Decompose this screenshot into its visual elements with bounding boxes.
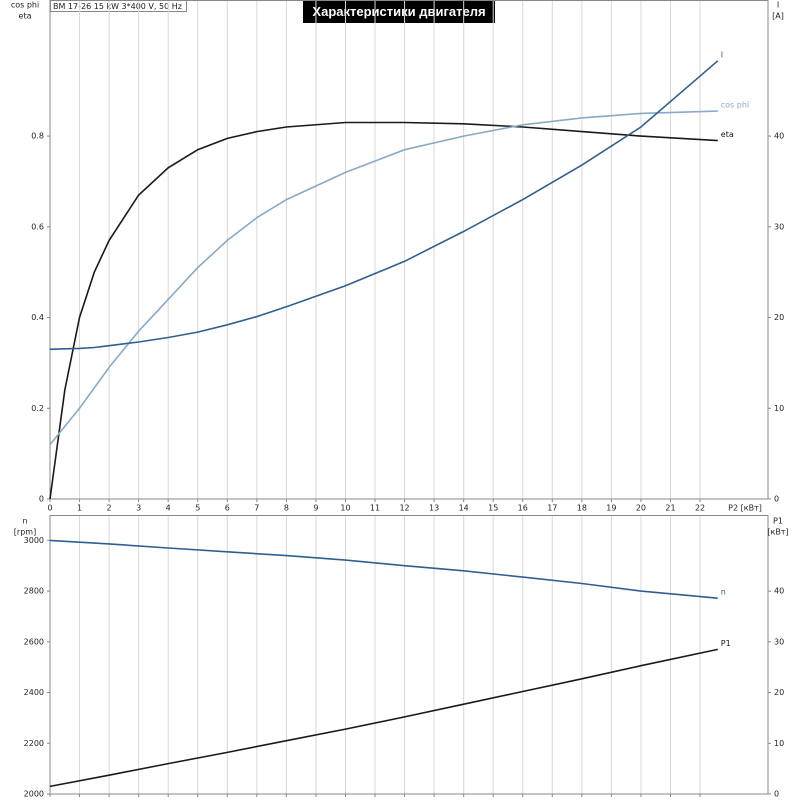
x-tick-label: 22	[695, 504, 705, 513]
series-line	[49, 110, 718, 446]
x-tick-label: 17	[547, 504, 557, 513]
y-tick-label: 2800	[24, 587, 44, 596]
title-box	[303, 1, 495, 23]
x-tick-label: 20	[636, 504, 646, 513]
y2-tick-label: 30	[774, 637, 784, 646]
x-tick-label: 4	[166, 504, 171, 513]
x-tick-label: 7	[254, 504, 259, 513]
x-tick-label: 5	[195, 504, 200, 513]
y-axis-label: [rpm]	[14, 528, 36, 537]
plot-frame	[49, 515, 769, 795]
y-axis-label: eta	[19, 12, 32, 21]
x-tick-label: 15	[488, 504, 498, 513]
y2-tick-label: 40	[774, 587, 784, 596]
y-tick-label: 2400	[24, 688, 44, 697]
y-tick-label: 0.2	[31, 404, 44, 413]
y-tick-label: 3000	[24, 536, 44, 545]
y-tick-label: 2200	[24, 739, 44, 748]
chart-title: Характеристики двигателя	[312, 4, 485, 19]
x-tick-label: 2	[107, 504, 112, 513]
plot-frame	[49, 0, 769, 500]
y-tick-label: 2600	[24, 637, 44, 646]
series-line	[49, 60, 719, 351]
y2-tick-label: 10	[774, 404, 784, 413]
x-tick-label: 1	[77, 504, 82, 513]
series-line	[49, 121, 718, 500]
series-line	[49, 539, 718, 599]
x-tick-label: 19	[606, 504, 616, 513]
y-axis-label: cos phi	[11, 1, 39, 10]
series-label: cos phi	[721, 101, 749, 110]
x-tick-label: 12	[399, 504, 409, 513]
y-axis-label: n	[22, 517, 27, 526]
y2-tick-label: 20	[774, 313, 784, 322]
y2-tick-label: 20	[774, 688, 784, 697]
x-axis-label: P2 [кВт]	[728, 504, 762, 513]
x-tick-label: 13	[429, 504, 439, 513]
y2-tick-label: 30	[774, 222, 784, 231]
series-label: eta	[721, 130, 734, 139]
y2-tick-label: 40	[774, 132, 784, 141]
y2-tick-label: 0	[774, 790, 779, 799]
x-tick-label: 16	[518, 504, 528, 513]
y-tick-label: 2000	[24, 790, 44, 799]
y2-axis-label: I	[777, 1, 779, 10]
y2-axis-label: P1	[773, 517, 783, 526]
x-tick-label: 10	[340, 504, 350, 513]
series-label: I	[721, 50, 723, 59]
series-line	[49, 648, 718, 788]
x-tick-label: 11	[370, 504, 380, 513]
x-tick-label: 6	[225, 504, 230, 513]
y-tick-label: 0	[39, 495, 44, 504]
x-tick-label: 0	[47, 504, 52, 513]
x-tick-label: 21	[665, 504, 675, 513]
y-tick-label: 0.8	[31, 132, 44, 141]
x-tick-label: 9	[313, 504, 318, 513]
y-tick-label: 0.4	[31, 313, 44, 322]
y2-tick-label: 0	[774, 495, 779, 504]
y2-axis-label: [A]	[772, 12, 784, 21]
series-label: P1	[721, 639, 731, 648]
info-text: BM 17-26 15 kW 3*400 V, 50 Hz	[53, 2, 182, 11]
x-tick-label: 14	[459, 504, 469, 513]
x-tick-label: 18	[577, 504, 587, 513]
series-label: n	[721, 588, 726, 597]
y-tick-label: 0.6	[31, 222, 44, 231]
y2-axis-label: [кВт]	[767, 528, 788, 537]
y2-tick-label: 10	[774, 739, 784, 748]
x-tick-label: 3	[136, 504, 141, 513]
x-tick-label: 8	[284, 504, 289, 513]
